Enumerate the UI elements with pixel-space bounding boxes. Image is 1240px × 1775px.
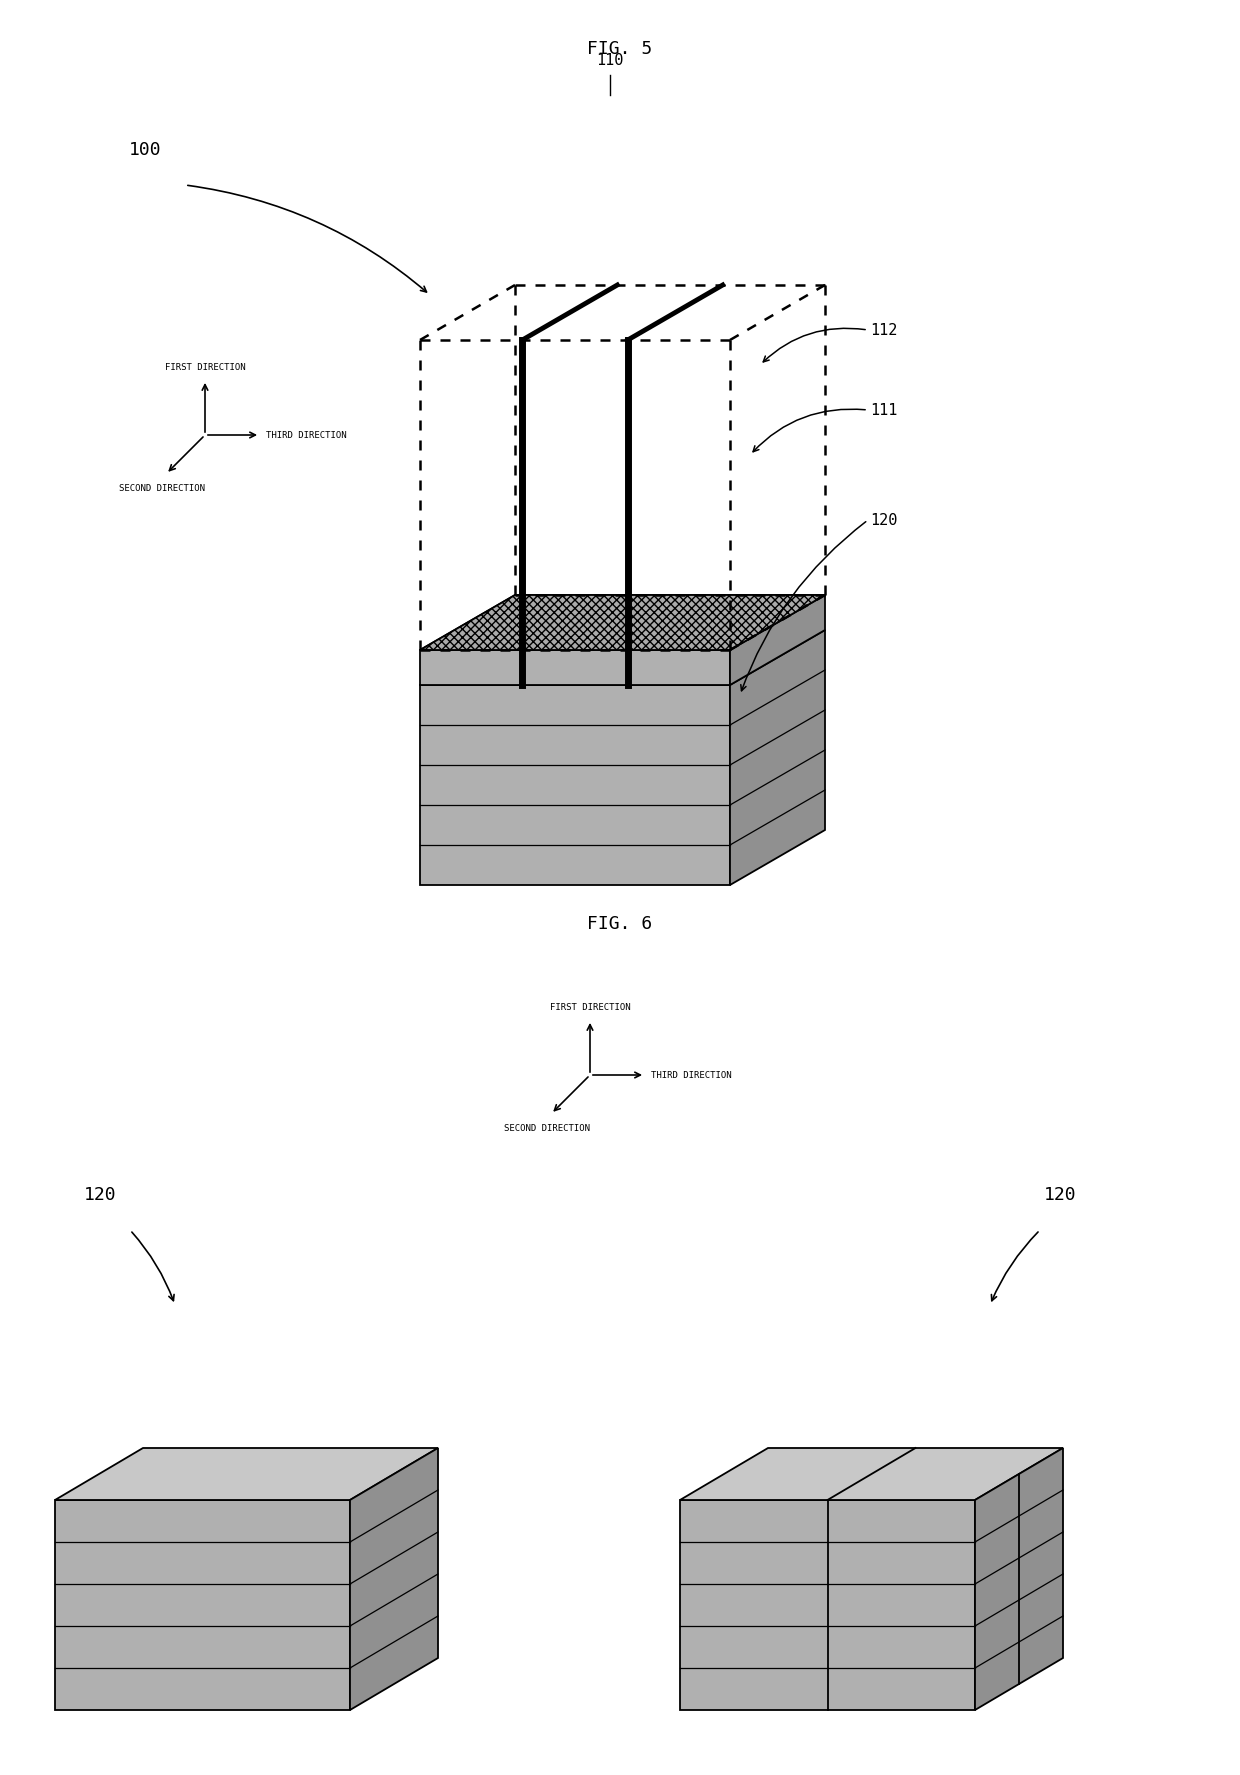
Polygon shape — [350, 1448, 438, 1709]
Polygon shape — [55, 1500, 350, 1709]
Polygon shape — [420, 595, 825, 650]
Polygon shape — [420, 685, 730, 886]
Polygon shape — [55, 1448, 438, 1500]
Text: 100: 100 — [129, 140, 161, 160]
Polygon shape — [420, 630, 825, 685]
Text: 120: 120 — [83, 1186, 117, 1203]
Text: SECOND DIRECTION: SECOND DIRECTION — [505, 1124, 590, 1132]
Polygon shape — [420, 650, 730, 685]
Polygon shape — [730, 630, 825, 886]
Text: SECOND DIRECTION: SECOND DIRECTION — [119, 485, 205, 493]
Text: THIRD DIRECTION: THIRD DIRECTION — [267, 431, 347, 440]
Text: THIRD DIRECTION: THIRD DIRECTION — [651, 1070, 732, 1079]
Polygon shape — [420, 595, 825, 650]
Text: FIG. 6: FIG. 6 — [588, 914, 652, 934]
Polygon shape — [680, 1448, 1063, 1500]
Polygon shape — [680, 1500, 975, 1709]
Polygon shape — [975, 1448, 1063, 1709]
Text: 112: 112 — [870, 323, 898, 337]
Text: FIG. 5: FIG. 5 — [588, 41, 652, 59]
Text: FIRST DIRECTION: FIRST DIRECTION — [165, 364, 246, 373]
Text: 110: 110 — [596, 53, 624, 67]
Text: 120: 120 — [870, 513, 898, 527]
Text: FIRST DIRECTION: FIRST DIRECTION — [549, 1003, 630, 1012]
Polygon shape — [730, 595, 825, 685]
Text: 120: 120 — [1044, 1186, 1076, 1203]
Text: 111: 111 — [870, 403, 898, 417]
